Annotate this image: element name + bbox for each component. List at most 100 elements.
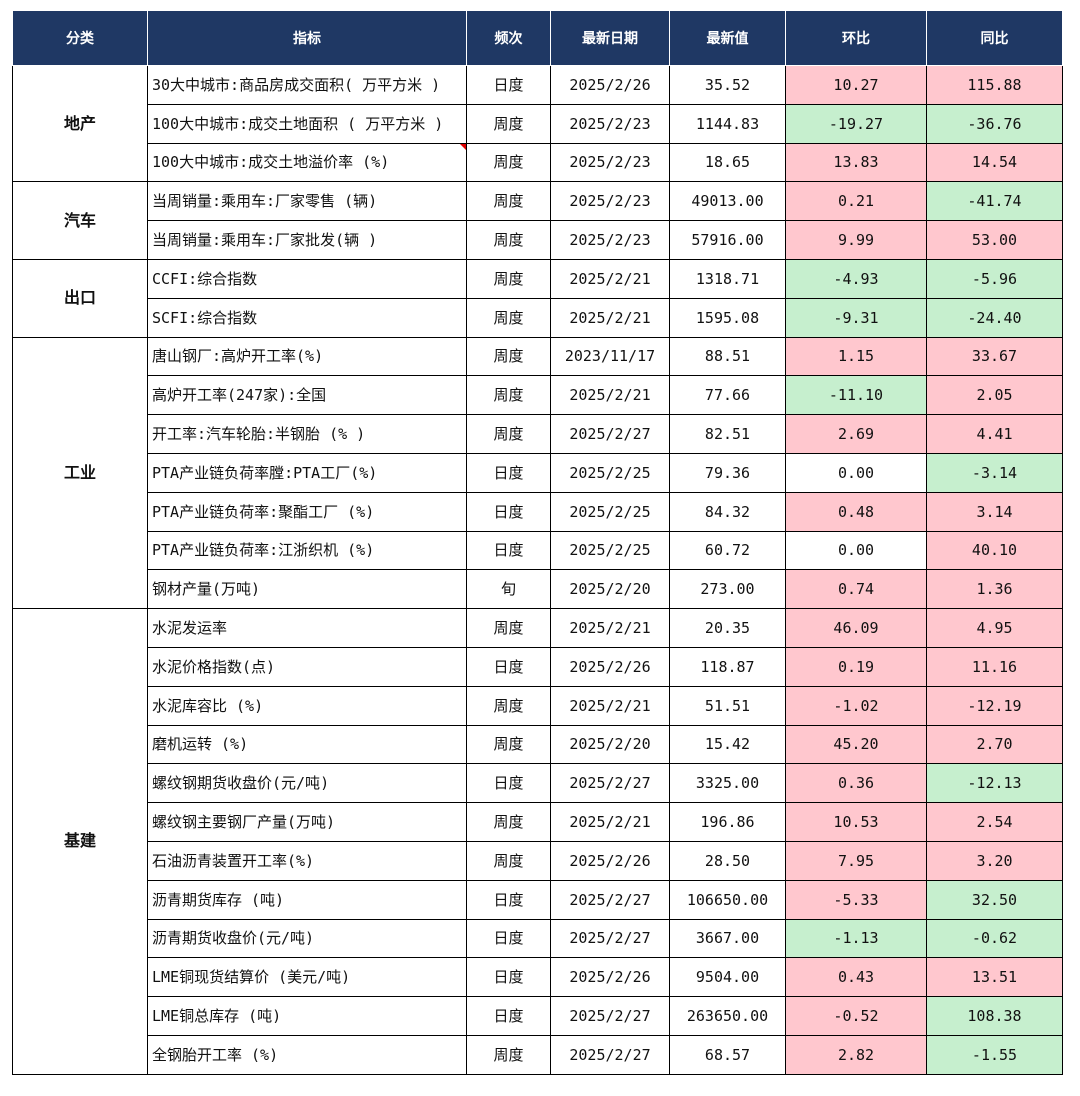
date-cell: 2025/2/27	[550, 918, 670, 959]
table-row: 水泥库容比 (%) 周度 2025/2/21 51.51 -1.02 -12.19	[13, 685, 1063, 726]
frequency-cell: 周度	[466, 220, 551, 260]
table-row: LME铜总库存 (吨) 日度 2025/2/27 263650.00 -0.52 108.…	[13, 996, 1063, 1036]
indicator-cell: LME铜总库存 (吨)	[147, 996, 467, 1036]
value-cell: 82.51	[669, 414, 786, 454]
table-row: 开工率:汽车轮胎:半钢胎 (% ) 周度 2025/2/27 82.51 2.69 4.4…	[13, 414, 1063, 454]
date-cell: 2025/2/27	[550, 1034, 670, 1075]
table-row: 高炉开工率(247家):全国 周度 2025/2/21 77.66 -11.10 2.05	[13, 375, 1063, 416]
yoy-cell: 3.14	[926, 491, 1063, 532]
table-row: 螺纹钢主要钢厂产量(万吨) 周度 2025/2/21 196.86 10.53 2.54	[13, 802, 1063, 842]
indicator-cell: 水泥发运率	[147, 608, 467, 648]
frequency-cell: 旬	[466, 569, 551, 610]
date-cell: 2025/2/21	[550, 802, 670, 842]
category-cell: 出口	[12, 258, 148, 338]
indicator-cell: SCFI:综合指数	[147, 297, 467, 338]
indicator-cell: PTA产业链负荷率:江浙织机 (%)	[147, 530, 467, 571]
yoy-cell: 33.67	[926, 336, 1063, 377]
yoy-cell: -36.76	[926, 103, 1063, 144]
value-cell: 68.57	[669, 1034, 786, 1075]
value-cell: 106650.00	[669, 879, 786, 920]
indicator-cell: 沥青期货收盘价(元/吨)	[147, 918, 467, 959]
frequency-cell: 日度	[466, 957, 551, 998]
frequency-cell: 周度	[466, 297, 551, 338]
mom-cell: -0.52	[785, 996, 927, 1036]
indicator-cell: PTA产业链负荷率膛:PTA工厂(%)	[147, 452, 467, 493]
header-indicator: 指标	[147, 10, 467, 66]
date-cell: 2025/2/25	[550, 491, 670, 532]
yoy-cell: -0.62	[926, 918, 1063, 959]
frequency-cell: 周度	[466, 142, 551, 183]
value-cell: 88.51	[669, 336, 786, 377]
indicator-cell: 水泥价格指数(点)	[147, 646, 467, 687]
indicator-cell: 当周销量:乘用车:厂家零售 (辆)	[147, 181, 467, 222]
header-mom: 环比	[785, 10, 927, 66]
yoy-cell: 1.36	[926, 569, 1063, 610]
value-cell: 77.66	[669, 375, 786, 416]
mom-cell: 10.53	[785, 802, 927, 842]
frequency-cell: 日度	[466, 763, 551, 804]
category-cell: 地产	[12, 64, 148, 183]
indicator-cell: PTA产业链负荷率:聚酯工厂 (%)	[147, 491, 467, 532]
mom-cell: 46.09	[785, 608, 927, 648]
yoy-cell: 4.41	[926, 414, 1063, 454]
value-cell: 79.36	[669, 452, 786, 493]
table-row: 工业 唐山钢厂:高炉开工率(%) 周度 2023/11/17 88.51 1.15 33.6…	[12, 336, 1063, 610]
mom-cell: 9.99	[785, 220, 927, 260]
yoy-cell: 115.88	[926, 65, 1063, 105]
mom-cell: 0.19	[785, 646, 927, 687]
value-cell: 49013.00	[669, 181, 786, 222]
mom-cell: -5.33	[785, 879, 927, 920]
value-cell: 20.35	[669, 608, 786, 648]
date-cell: 2025/2/23	[550, 220, 670, 260]
header-category: 分类	[12, 10, 148, 66]
header-frequency: 频次	[466, 10, 551, 66]
value-cell: 3325.00	[669, 763, 786, 804]
header-yoy: 同比	[926, 10, 1063, 66]
mom-cell: 1.15	[785, 336, 927, 377]
frequency-cell: 周度	[466, 103, 551, 144]
frequency-cell: 周度	[466, 336, 551, 377]
value-cell: 35.52	[669, 65, 786, 105]
frequency-cell: 日度	[466, 491, 551, 532]
date-cell: 2025/2/23	[550, 142, 670, 183]
mom-cell: 2.82	[785, 1034, 927, 1075]
table-row: PTA产业链负荷率:聚酯工厂 (%) 日度 2025/2/25 84.32 0.48 3.…	[13, 491, 1063, 532]
data-table: 分类 指标 频次 最新日期 最新值 环比 同比 地产 30大中城市:商品房成交面积…	[12, 10, 1063, 1075]
date-cell: 2025/2/27	[550, 763, 670, 804]
value-cell: 1595.08	[669, 297, 786, 338]
table-row: SCFI:综合指数 周度 2025/2/21 1595.08 -9.31 -24.40	[13, 297, 1063, 338]
date-cell: 2025/2/25	[550, 452, 670, 493]
indicator-cell: 水泥库容比 (%)	[147, 685, 467, 726]
yoy-cell: -12.19	[926, 685, 1063, 726]
value-cell: 60.72	[669, 530, 786, 571]
yoy-cell: 11.16	[926, 646, 1063, 687]
value-cell: 1144.83	[669, 103, 786, 144]
indicator-cell: 当周销量:乘用车:厂家批发(辆 )	[147, 220, 467, 260]
table-row: 全钢胎开工率 (%) 周度 2025/2/27 68.57 2.82 -1.55	[13, 1034, 1063, 1075]
frequency-cell: 日度	[466, 452, 551, 493]
date-cell: 2025/2/27	[550, 996, 670, 1036]
date-cell: 2025/2/23	[550, 181, 670, 222]
header-latest-value: 最新值	[669, 10, 786, 66]
indicator-cell: 唐山钢厂:高炉开工率(%)	[147, 336, 467, 377]
yoy-cell: -12.13	[926, 763, 1063, 804]
header-row: 分类 指标 频次 最新日期 最新值 环比 同比	[12, 10, 1063, 66]
mom-cell: -1.02	[785, 685, 927, 726]
yoy-cell: 2.05	[926, 375, 1063, 416]
mom-cell: 0.00	[785, 530, 927, 571]
table-row: 螺纹钢期货收盘价(元/吨) 日度 2025/2/27 3325.00 0.36 -12.1…	[13, 763, 1063, 804]
value-cell: 1318.71	[669, 258, 786, 299]
mom-cell: 2.69	[785, 414, 927, 454]
indicator-cell: 开工率:汽车轮胎:半钢胎 (% )	[147, 414, 467, 454]
indicator-cell: 沥青期货库存 (吨)	[147, 879, 467, 920]
yoy-cell: 2.70	[926, 724, 1063, 765]
table-row: 磨机运转 (%) 周度 2025/2/20 15.42 45.20 2.70	[13, 724, 1063, 765]
table-row: 汽车 当周销量:乘用车:厂家零售 (辆) 周度 2025/2/23 49013.00 0.…	[12, 181, 1063, 260]
frequency-cell: 日度	[466, 918, 551, 959]
frequency-cell: 日度	[466, 530, 551, 571]
mom-cell: 13.83	[785, 142, 927, 183]
frequency-cell: 周度	[466, 608, 551, 648]
table-body: 地产 30大中城市:商品房成交面积( 万平方米 ) 日度 2025/2/26 35.52…	[12, 64, 1063, 1075]
table-row: 100大中城市:成交土地面积 ( 万平方米 ) 周度 2025/2/23 1144.8…	[13, 103, 1063, 144]
yoy-cell: 53.00	[926, 220, 1063, 260]
